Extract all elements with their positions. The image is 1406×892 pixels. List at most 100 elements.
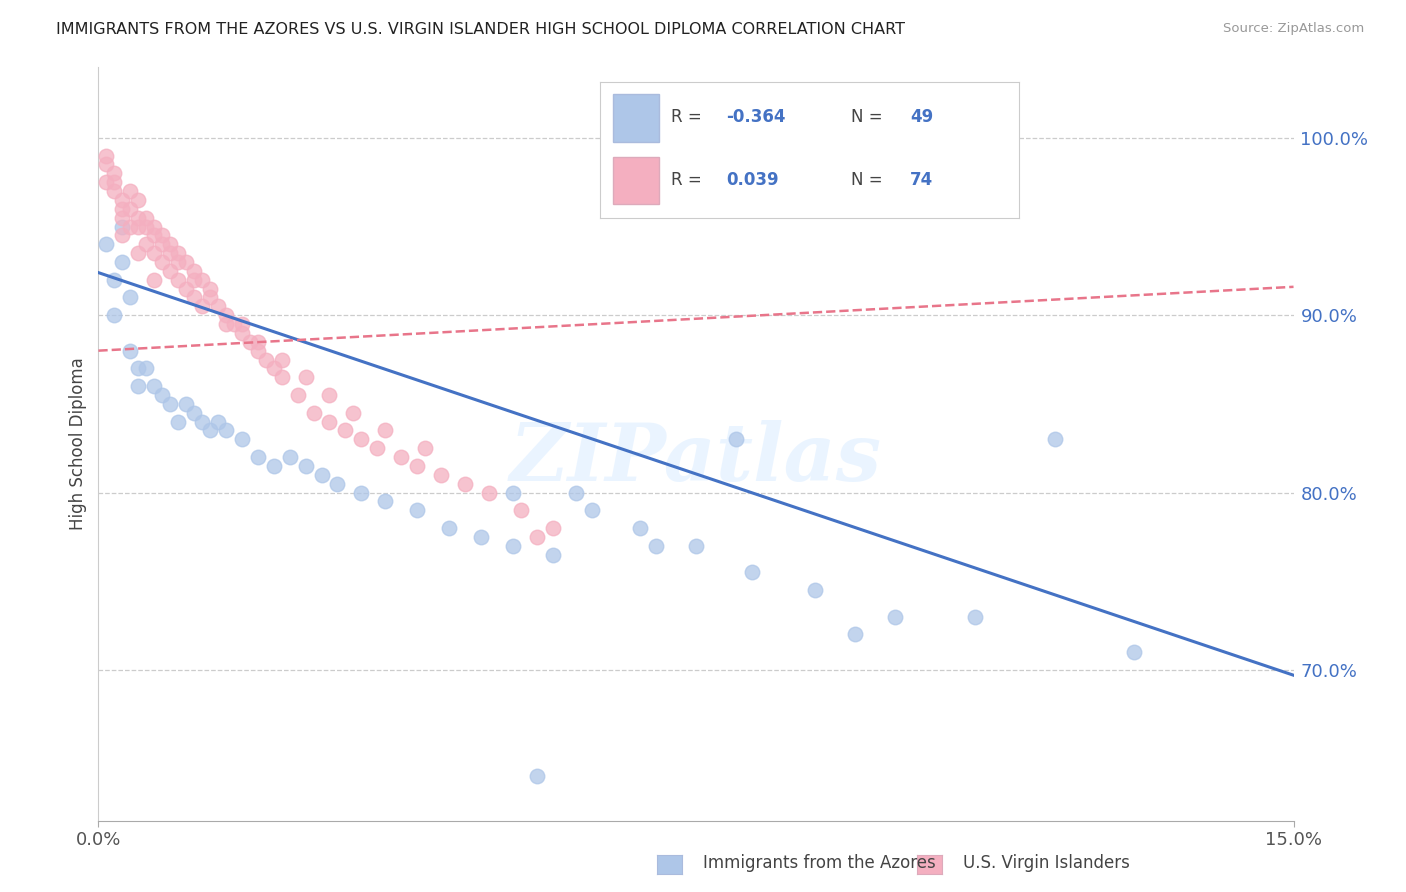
Point (150, 228, 173, 243)
Y-axis label: High School Diploma: High School Diploma (69, 358, 87, 530)
Point (366, 441, 388, 455)
Point (111, 202, 134, 216)
Point (541, 521, 564, 535)
Point (103, 184, 125, 198)
Point (127, 246, 149, 260)
Point (174, 397, 197, 411)
Point (502, 539, 524, 553)
Point (645, 539, 668, 553)
Point (150, 388, 173, 402)
Point (159, 397, 181, 411)
Point (127, 219, 149, 234)
Point (167, 246, 190, 260)
Text: Source: ZipAtlas.com: Source: ZipAtlas.com (1223, 22, 1364, 36)
Point (143, 228, 166, 243)
Point (183, 406, 205, 420)
Point (884, 609, 907, 624)
Point (183, 290, 205, 304)
Point (135, 219, 157, 234)
Point (239, 334, 262, 349)
Point (963, 609, 986, 624)
Point (120, 219, 142, 234)
Point (246, 334, 269, 349)
Point (215, 317, 238, 331)
Point (167, 255, 190, 269)
Point (454, 476, 477, 491)
Point (111, 193, 134, 207)
Point (143, 379, 166, 393)
Point (159, 246, 181, 260)
Point (263, 361, 285, 376)
Point (526, 530, 548, 544)
Point (191, 299, 214, 313)
Point (120, 290, 142, 304)
Text: ZIPatlas: ZIPatlas (510, 420, 882, 498)
Point (111, 255, 134, 269)
Point (207, 415, 229, 429)
Point (302, 406, 325, 420)
Point (191, 415, 214, 429)
Point (724, 433, 747, 447)
Point (150, 237, 173, 252)
Point (318, 415, 340, 429)
Point (183, 273, 205, 287)
Point (198, 290, 221, 304)
Point (318, 388, 340, 402)
Point (741, 566, 763, 580)
Point (198, 282, 221, 296)
Point (581, 503, 603, 517)
Point (143, 246, 166, 260)
Point (685, 539, 707, 553)
Point (246, 343, 269, 358)
Point (335, 424, 357, 438)
Point (111, 228, 134, 243)
Point (294, 458, 316, 473)
Point (844, 627, 866, 641)
Point (103, 166, 125, 180)
Point (1123, 645, 1146, 659)
Point (127, 211, 149, 225)
Point (103, 273, 125, 287)
Point (246, 450, 269, 464)
Point (470, 530, 492, 544)
Point (183, 264, 205, 278)
Point (111, 219, 134, 234)
Point (350, 485, 373, 500)
Point (628, 521, 651, 535)
Point (231, 433, 253, 447)
Point (127, 379, 149, 393)
Point (287, 388, 309, 402)
Point (389, 450, 412, 464)
Point (294, 370, 316, 384)
Point (231, 317, 253, 331)
Point (254, 352, 277, 367)
Point (159, 237, 181, 252)
Point (207, 299, 229, 313)
Point (804, 583, 827, 598)
Point (430, 467, 453, 482)
Point (215, 308, 238, 322)
Text: Immigrants from the Azores: Immigrants from the Azores (703, 855, 936, 872)
Point (311, 467, 333, 482)
Point (103, 175, 125, 189)
Point (198, 424, 221, 438)
Point (541, 548, 564, 562)
Point (350, 433, 373, 447)
Point (478, 485, 501, 500)
Point (120, 184, 142, 198)
Point (167, 273, 190, 287)
Point (135, 237, 157, 252)
Point (326, 476, 349, 491)
Point (270, 370, 292, 384)
Point (174, 282, 197, 296)
Point (263, 458, 285, 473)
Point (413, 441, 436, 455)
Text: IMMIGRANTS FROM THE AZORES VS U.S. VIRGIN ISLANDER HIGH SCHOOL DIPLOMA CORRELATI: IMMIGRANTS FROM THE AZORES VS U.S. VIRGI… (56, 22, 905, 37)
Point (103, 308, 125, 322)
Point (143, 273, 166, 287)
Point (526, 769, 548, 783)
Point (167, 415, 190, 429)
Point (127, 361, 149, 376)
Point (231, 326, 253, 340)
Point (278, 450, 301, 464)
